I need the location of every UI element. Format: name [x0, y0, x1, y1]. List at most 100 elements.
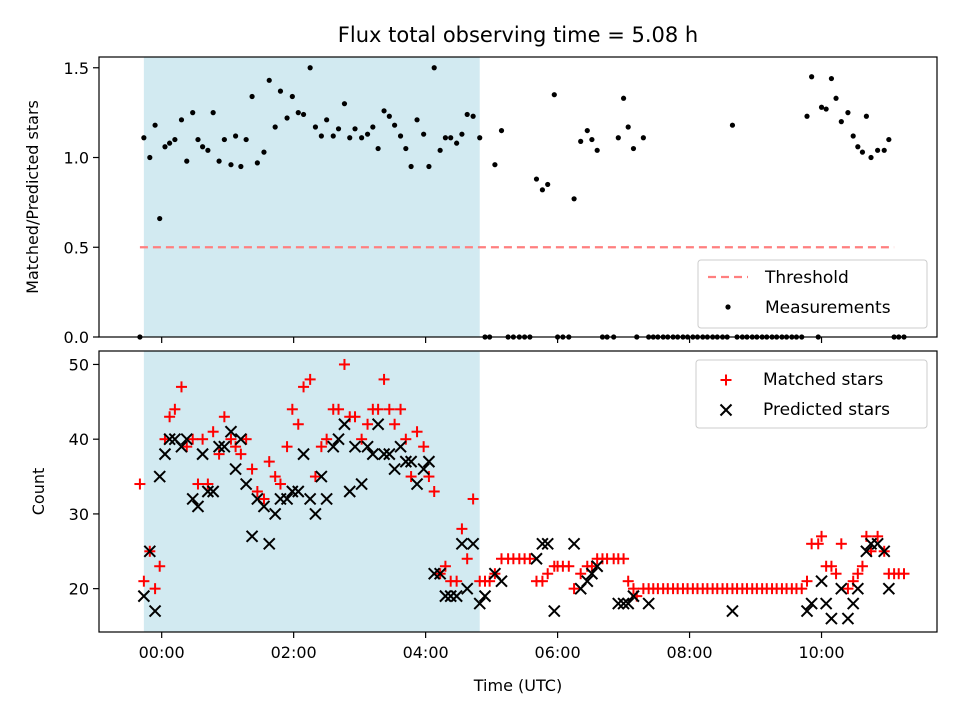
predicted-star-point	[320, 492, 333, 506]
predicted-star-point	[303, 492, 317, 506]
measurement-point	[640, 135, 646, 141]
predicted-star-point	[371, 418, 385, 431]
measurement-point	[157, 215, 163, 222]
predicted-star-point	[825, 612, 838, 625]
matched-star-point	[898, 568, 910, 580]
matched-star-point	[622, 575, 634, 587]
y-tick-label-count: 30	[69, 505, 89, 524]
measurement-point	[392, 122, 398, 128]
matched-star-point	[202, 478, 214, 490]
measurement-point	[625, 124, 631, 130]
measurement-point	[630, 145, 637, 152]
matched-star-point	[835, 538, 847, 550]
predicted-star-point	[280, 492, 294, 506]
measurement-point	[431, 65, 437, 71]
matched-star-point	[175, 381, 187, 393]
predicted-star-point	[422, 455, 436, 468]
matched-star-point	[456, 523, 468, 535]
matched-star-point	[246, 463, 258, 475]
predicted-star-point	[536, 537, 549, 551]
matched-star-point	[575, 568, 587, 580]
matched-star-point	[240, 433, 252, 445]
measurement-point	[408, 163, 414, 170]
legend-top: Threshold Measurements	[697, 259, 928, 329]
measurement-point	[421, 131, 427, 137]
matched-star-point	[536, 575, 548, 587]
measurement-point	[272, 124, 278, 130]
measurement-point	[364, 131, 371, 137]
matched-star-point	[627, 583, 639, 595]
predicted-star-point	[297, 447, 310, 461]
predicted-star-point	[394, 440, 407, 453]
matched-star-point	[389, 418, 401, 430]
predicted-star-point	[343, 485, 356, 498]
predicted-star-point	[332, 432, 345, 446]
predicted-star-point	[175, 440, 188, 453]
matched-star-point	[451, 575, 463, 587]
predicted-star-point	[191, 500, 205, 513]
measurement-point	[533, 176, 540, 182]
measurement-point	[352, 126, 358, 132]
measurement-point	[855, 144, 861, 150]
y-ticks-top: 0.0 0.5 1.0 1.5	[64, 59, 99, 347]
matched-star-point	[274, 478, 286, 490]
measurement-point	[152, 122, 158, 128]
matched-star-point	[439, 560, 451, 572]
matched-star-point	[187, 433, 199, 445]
predicted-star-point	[383, 447, 396, 461]
measurement-point	[886, 136, 892, 143]
predicted-star-point	[309, 507, 322, 521]
predicted-star-point	[229, 462, 242, 476]
matched-star-point	[395, 403, 407, 415]
measurement-point	[403, 145, 409, 152]
predicted-star-point	[263, 537, 276, 551]
legend-matched-label: Matched stars	[763, 370, 883, 390]
legend-matched-swatch	[720, 374, 732, 386]
matched-star-point	[842, 583, 854, 595]
legend-plus-marker	[720, 374, 732, 386]
measurement-point	[375, 145, 381, 152]
predicted-star-point	[851, 582, 865, 595]
measurement-point	[232, 133, 239, 139]
matched-star-point	[251, 486, 263, 497]
predicted-star-point	[212, 440, 226, 453]
predicted-star-point	[361, 440, 374, 453]
matched-star-point	[812, 538, 824, 550]
matched-star-point	[372, 403, 384, 415]
measurement-point	[221, 136, 227, 143]
predicted-star-point	[882, 582, 896, 595]
legend-x-marker	[719, 403, 733, 417]
predicted-star-point	[338, 418, 351, 431]
predicted-star-point	[388, 462, 401, 476]
matched-star-point	[349, 411, 361, 423]
matched-star-point	[467, 493, 479, 505]
measurement-point	[620, 95, 627, 101]
matched-star-point	[872, 530, 884, 542]
predicted-star-point	[530, 552, 543, 565]
matched-star-point	[524, 553, 536, 565]
measurement-point	[347, 135, 353, 141]
measurement-point	[838, 119, 844, 125]
measurement-point	[859, 149, 866, 155]
measurement-point	[442, 135, 449, 141]
predicted-star-point	[581, 574, 594, 588]
matched-star-point	[235, 448, 247, 460]
measurement-point	[414, 117, 420, 123]
predicted-star-point	[567, 537, 581, 551]
measurement-point	[454, 140, 460, 146]
measurement-point	[459, 131, 465, 137]
predicted-star-point	[163, 432, 176, 446]
matched-star-point	[338, 358, 350, 370]
predicted-star-point	[196, 447, 209, 461]
matched-star-point	[292, 418, 304, 430]
predicted-star-point	[621, 597, 635, 610]
matched-star-point	[852, 568, 864, 580]
measurement-point	[300, 111, 307, 118]
measurement-point	[615, 135, 621, 141]
matched-star-point	[286, 403, 298, 415]
measurement-point	[729, 122, 736, 128]
matched-star-point	[856, 560, 868, 572]
measurement-point	[249, 93, 255, 100]
measurement-point	[828, 75, 835, 82]
legend-predicted-label: Predicted stars	[763, 400, 890, 420]
